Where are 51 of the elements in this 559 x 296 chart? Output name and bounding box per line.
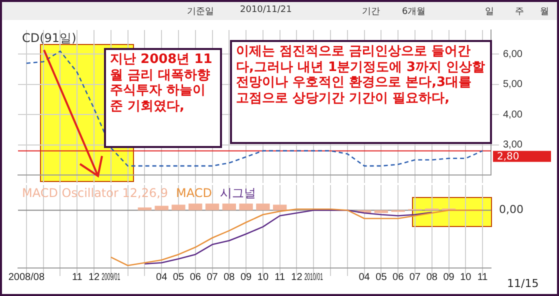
x-tick-label: 07 — [206, 272, 218, 283]
bar — [172, 204, 186, 210]
bar — [374, 210, 388, 213]
y-tick-label: 3,00 — [503, 140, 523, 151]
bar — [188, 204, 202, 210]
x-tick-label: 06 — [190, 272, 202, 283]
x-tick-label: 2010/01 — [304, 270, 324, 282]
bar — [273, 204, 287, 210]
x-tick-label: 10 — [257, 272, 269, 283]
x-tick-label: 09 — [443, 272, 455, 283]
ref-line-label: 0,00 — [499, 203, 524, 216]
ref-line-label: 2,80 — [497, 151, 520, 162]
text-box: 이제는 점진적으로 금리인상으로 들어간다,그러나 내년 1분기정도에 3까지 인상할 전망이나 우호적인 환경으로 본다,3대를 고점으로 상당기간 기간이 필요하다, — [230, 40, 492, 144]
text: 6개월 — [402, 6, 426, 18]
y-tick-label: 6,00 — [503, 48, 523, 60]
x-tick-label: 06 — [392, 272, 404, 283]
bar — [205, 204, 220, 210]
text: 주 — [515, 6, 524, 18]
x-tick-label: 04 — [358, 272, 370, 283]
text: 월 — [540, 6, 549, 18]
text-box: 지난 2008년 11월 금리 대폭하향 주식투자 하늘이준 기회였다, — [104, 48, 222, 148]
bar — [256, 204, 270, 210]
bar — [239, 204, 253, 210]
series-label: MACD Oscillator 12,26,9 — [22, 186, 168, 200]
x-tick-label: 09 — [240, 272, 252, 283]
y-tick-label: 4,00 — [503, 109, 523, 120]
y-tick-label: 5,00 — [503, 79, 523, 90]
text: 일 — [485, 6, 494, 18]
x-tick-label: 12 — [88, 272, 100, 283]
x-tick-label: 2008/08 — [8, 272, 45, 283]
x-tick-label: 08 — [426, 272, 438, 283]
x-tick-label: 07 — [409, 272, 421, 283]
x-tick-label: 05 — [376, 272, 388, 283]
bar — [154, 206, 168, 210]
x-tick-label: 11 — [477, 272, 488, 283]
x-tick-label: 11 — [72, 272, 83, 283]
text: 11/15 — [507, 277, 539, 290]
x-tick-label: 2009/01 — [102, 270, 121, 282]
bar — [222, 204, 236, 210]
text: MACD — [176, 186, 212, 200]
chart-title: CD(91일) — [22, 31, 76, 46]
x-tick-label: 11 — [274, 272, 286, 283]
x-tick-label: 05 — [172, 272, 184, 283]
text: 시그널 — [220, 186, 256, 200]
x-tick-label: 08 — [224, 272, 236, 283]
text: 기간 — [362, 6, 380, 18]
text: 2010/11/21 — [240, 5, 292, 15]
text: 기준일 — [187, 6, 214, 18]
x-tick-label: 10 — [460, 272, 472, 283]
x-tick-label: 12 — [291, 272, 303, 283]
x-tick-label: 04 — [156, 272, 168, 283]
